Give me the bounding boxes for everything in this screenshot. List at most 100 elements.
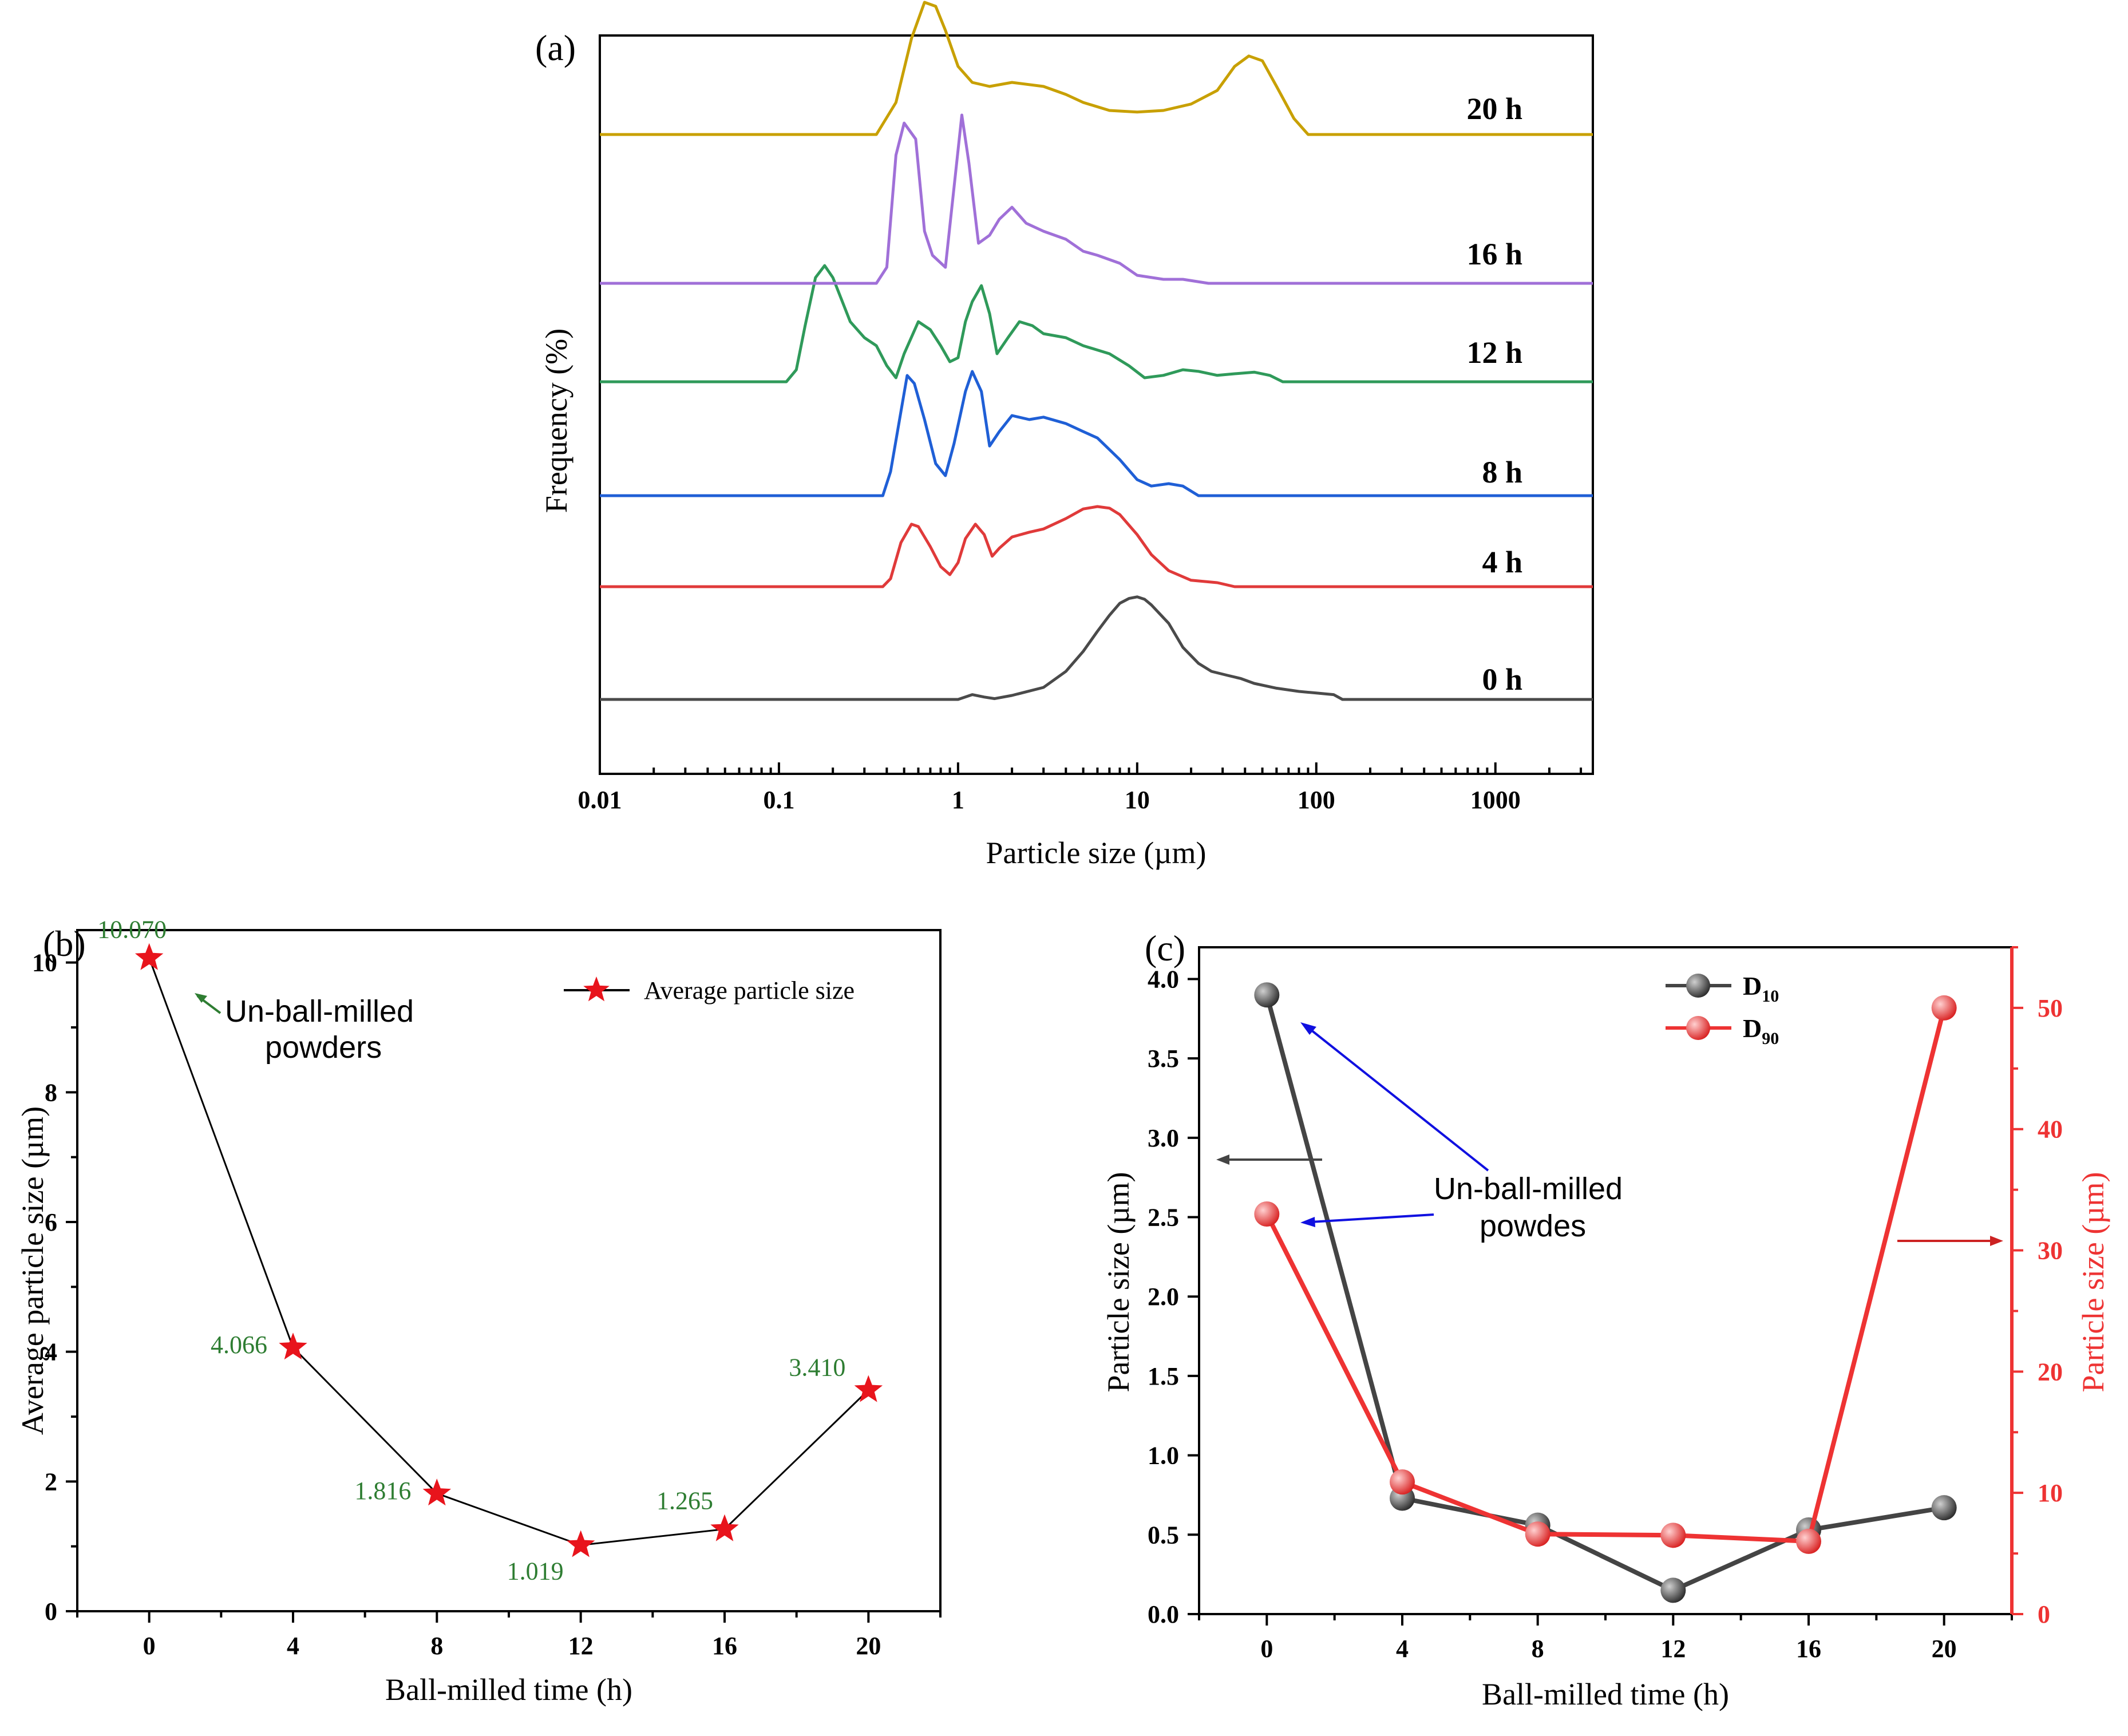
xtick-label: 1000 [1470, 786, 1521, 814]
xtick-label: 12 [568, 1632, 594, 1660]
ytick-label: 8 [45, 1078, 57, 1106]
d90-marker [1796, 1528, 1821, 1554]
annotation-line-2: powders [265, 1030, 382, 1065]
panel-c-frame [1198, 946, 2013, 1615]
xtick-label: 20 [1932, 1635, 1957, 1663]
xtick-label: 4 [287, 1632, 299, 1660]
panel-a-xticks: 0.01 0.1 1 10 100 1000 [578, 762, 1583, 814]
legend-text: Average particle size [644, 976, 855, 1005]
ytick-label: 6 [45, 1208, 57, 1236]
xtick-label: 0 [143, 1632, 156, 1660]
curve-label-0h: 0 h [1482, 662, 1522, 697]
annotation-arrowhead [195, 993, 207, 1003]
panel-c-ylabel-right: Particle size (µm) [2076, 1172, 2110, 1393]
panel-b-ticks: 0 4 8 12 16 20 0 2 4 6 8 10 [32, 949, 942, 1660]
annotation-arrowhead-d10 [1300, 1022, 1316, 1035]
ytick-label: 0 [45, 1597, 57, 1626]
xtick-label: 16 [1796, 1635, 1821, 1663]
left-axis-pointer-head [1216, 1154, 1229, 1165]
curve-label-12h: 12 h [1466, 335, 1522, 370]
d10-marker [1254, 982, 1280, 1008]
star-marker [422, 1478, 452, 1506]
panel-b-markers [135, 943, 883, 1557]
panel-a-curves [600, 1, 1593, 701]
d90-marker [1390, 1469, 1415, 1495]
ytick-left-label: 0.5 [1148, 1521, 1179, 1549]
curve-label-20h: 20 h [1466, 92, 1522, 126]
d10-line [1264, 994, 1945, 1593]
data-label: 1.265 [656, 1487, 713, 1515]
ytick-left-label: 1.0 [1148, 1442, 1179, 1470]
legend-subscript: 10 [1762, 987, 1779, 1006]
curve-label-4h: 4 h [1482, 545, 1522, 579]
annotation-c-line-2: powdes [1480, 1209, 1586, 1243]
ytick-right-label: 30 [2038, 1237, 2063, 1265]
legend-d90-text: D90 [1743, 1014, 1779, 1048]
legend-star-icon [583, 976, 610, 1002]
d10-marker [1931, 1495, 1957, 1521]
ytick-right-label: 0 [2038, 1600, 2050, 1628]
annotation-arrow-d90 [1310, 1213, 1434, 1223]
panel-b-frame [76, 929, 942, 1612]
ytick-left-label: 4.0 [1148, 965, 1179, 993]
ytick-label: 4 [45, 1338, 57, 1366]
average-size-line [148, 958, 869, 1547]
ytick-left-label: 3.0 [1148, 1124, 1179, 1152]
xtick-label: 16 [712, 1632, 737, 1660]
data-label: 10.070 [97, 916, 167, 944]
curve-4h [600, 505, 1593, 588]
panel-c: (c) 0 4 8 12 16 20 0.0 0.5 1.0 1.5 2.0 2.5 3.0 3.5 4.0… [1101, 928, 2110, 1711]
curve-8h [600, 370, 1593, 497]
panel-c-ylabel-left: Particle size (µm) [1101, 1172, 1136, 1393]
panel-c-legend: D10 D90 [1666, 971, 1779, 1048]
data-label: 3.410 [789, 1354, 845, 1382]
curve-20h [600, 1, 1593, 136]
ytick-right-label: 20 [2038, 1358, 2063, 1386]
xtick-label: 0.1 [763, 786, 794, 814]
panel-c-annotation: Un-ball-milled powdes [1216, 1022, 2003, 1246]
data-label: 4.066 [211, 1331, 267, 1359]
ytick-label: 2 [45, 1468, 57, 1496]
panel-b-legend: Average particle size [564, 976, 855, 1005]
ytick-left-label: 2.5 [1148, 1204, 1179, 1232]
star-marker [854, 1375, 883, 1402]
panel-c-series [1254, 982, 1957, 1603]
ytick-left-label: 2.0 [1148, 1283, 1179, 1311]
xtick-label: 4 [1396, 1635, 1409, 1663]
star-marker [566, 1530, 595, 1557]
xtick-label: 8 [1532, 1635, 1544, 1663]
legend-d90-marker [1686, 1016, 1710, 1040]
xtick-label: 20 [856, 1632, 881, 1660]
ytick-left-label: 1.5 [1148, 1362, 1179, 1390]
ytick-label: 10 [32, 949, 57, 977]
panel-a-xlabel: Particle size (µm) [986, 836, 1207, 870]
ytick-right-label: 10 [2038, 1479, 2063, 1507]
ytick-right-label: 50 [2038, 994, 2063, 1022]
d90-marker [1660, 1523, 1686, 1548]
xtick-label: 12 [1660, 1635, 1686, 1663]
panel-a-curve-labels: 0 h 4 h 8 h 12 h 16 h 20 h [1466, 92, 1522, 697]
panel-b-series [148, 958, 869, 1547]
panel-b-data-labels: 10.070 4.066 1.816 1.019 1.265 3.410 [97, 916, 845, 1585]
star-marker [710, 1514, 739, 1541]
xtick-label: 1 [952, 786, 964, 814]
panel-a-label: (a) [535, 27, 576, 68]
annotation-arrowhead-d90 [1300, 1217, 1315, 1227]
legend-d10-marker [1686, 974, 1710, 998]
panel-a: (a) 0.01 0.1 1 10 100 1000 0 h 4 h 8 h 12 h 16 h 2… [535, 1, 1594, 870]
panel-b-annotation: Un-ball-milled powders [195, 993, 414, 1065]
d90-marker [1254, 1201, 1280, 1227]
annotation-arrow-d10 [1307, 1026, 1489, 1172]
curve-label-8h: 8 h [1482, 455, 1522, 489]
panel-a-frame [599, 34, 1594, 775]
star-marker [279, 1332, 307, 1360]
data-label: 1.019 [507, 1557, 564, 1585]
data-label: 1.816 [354, 1477, 411, 1505]
right-axis-pointer-head [1990, 1236, 2003, 1246]
annotation-c-line-1: Un-ball-milled [1434, 1172, 1623, 1206]
ytick-left-label: 0.0 [1148, 1600, 1179, 1628]
xtick-label: 0 [1260, 1635, 1273, 1663]
legend-subscript: 90 [1762, 1029, 1779, 1048]
xtick-label: 10 [1125, 786, 1150, 814]
